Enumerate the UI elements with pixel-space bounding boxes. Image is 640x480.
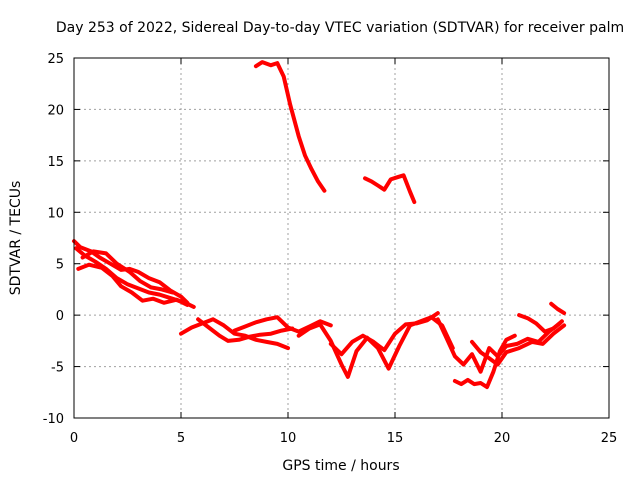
series-arc-9 — [363, 173, 417, 204]
x-axis-label: GPS time / hours — [282, 458, 399, 474]
series-arc-3 — [76, 262, 190, 307]
x-tick-label: 10 — [280, 431, 297, 446]
chart-title: Day 253 of 2022, Sidereal Day-to-day VTE… — [56, 20, 624, 36]
series-arc-8 — [253, 60, 327, 193]
y-tick-label: 25 — [47, 52, 64, 67]
series-arc-5 — [179, 317, 290, 351]
series-arc-14 — [470, 323, 567, 367]
x-tick-label: 0 — [70, 431, 78, 446]
y-axis-label: SDTVAR / TECUs — [8, 181, 24, 296]
series-arc-11 — [328, 311, 440, 357]
x-tick-label: 20 — [494, 431, 511, 446]
y-tick-label: 15 — [47, 155, 64, 170]
series-arc-4 — [80, 249, 175, 295]
x-tick-label: 5 — [177, 431, 185, 446]
x-tick-label: 25 — [601, 431, 618, 446]
tick-labels: 0 5 10 15 20 25 -10 -5 0 5 10 15 20 25 — [43, 52, 618, 446]
y-tick-label: 20 — [47, 103, 64, 118]
series-arc-16 — [549, 301, 567, 316]
series-layer — [72, 60, 567, 390]
series-arc-15 — [517, 313, 564, 334]
plot-frame — [73, 57, 610, 419]
series-arc-13 — [452, 333, 517, 390]
y-tick-label: 10 — [47, 206, 64, 221]
series-arc-6 — [196, 317, 295, 343]
y-tick-label: -5 — [51, 361, 64, 376]
series-arc-10 — [296, 315, 455, 379]
series-arc-7 — [232, 315, 333, 334]
y-tick-label: 5 — [56, 258, 64, 273]
y-tick-label: 0 — [56, 309, 64, 324]
y-tick-label: -10 — [43, 412, 64, 427]
x-tick-label: 15 — [387, 431, 404, 446]
